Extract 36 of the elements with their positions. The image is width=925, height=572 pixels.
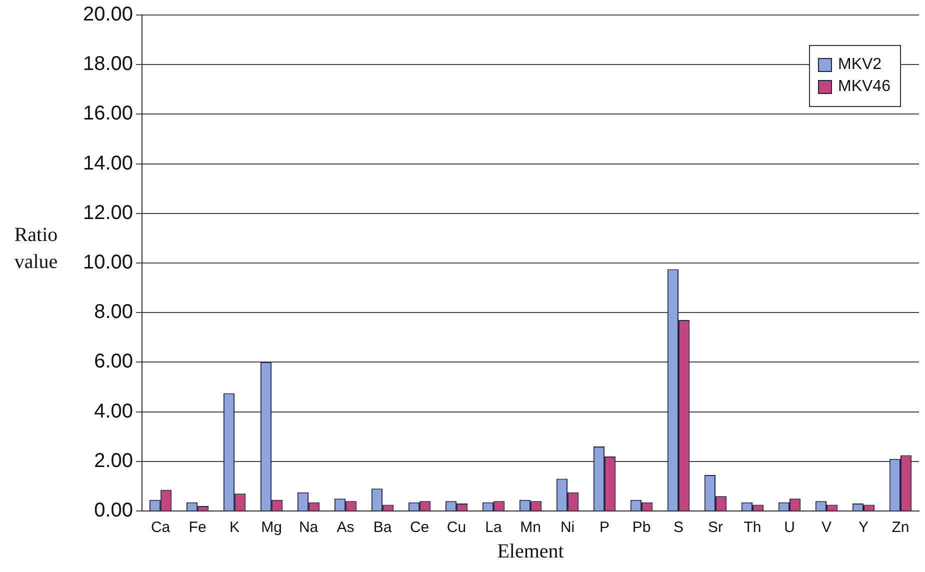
y-tick-label: 14.00 bbox=[82, 152, 134, 174]
x-tick-label: Ca bbox=[150, 519, 171, 536]
x-tick-label: Ni bbox=[560, 519, 575, 536]
y-tick-label: 6.00 bbox=[94, 350, 134, 373]
x-tick-label: La bbox=[485, 519, 503, 536]
x-tick-label: Fe bbox=[188, 519, 206, 536]
y-tick-label: 0.00 bbox=[94, 500, 134, 522]
x-axis-title: Element bbox=[497, 540, 564, 562]
y-tick-label: 20.00 bbox=[82, 4, 134, 26]
x-tick-label: Th bbox=[744, 519, 762, 536]
x-tick-label: S bbox=[674, 519, 684, 536]
x-tick-label: Mg bbox=[261, 519, 282, 536]
y-tick-label: 18.00 bbox=[82, 53, 134, 76]
x-tick-label: U bbox=[784, 519, 795, 536]
x-tick-label: Cu bbox=[446, 519, 466, 536]
y-tick-label: 16.00 bbox=[82, 102, 134, 125]
x-tick-label: Sr bbox=[708, 519, 724, 536]
x-tick-label: Na bbox=[298, 519, 319, 536]
x-tick-label: As bbox=[336, 519, 354, 536]
y-tick-label: 10.00 bbox=[82, 252, 134, 274]
x-tick-label: Ce bbox=[410, 519, 430, 536]
legend-label: MKV2 bbox=[838, 56, 882, 74]
legend-label: MKV46 bbox=[838, 78, 890, 96]
x-tick-label: K bbox=[230, 519, 240, 536]
x-tick-label: Pb bbox=[632, 519, 651, 536]
y-axis-title: Ratio value bbox=[13, 223, 59, 275]
x-tick-label: Mn bbox=[520, 519, 541, 536]
y-tick-label: 8.00 bbox=[94, 301, 134, 324]
x-tick-label: Y bbox=[858, 519, 869, 536]
x-tick-label: Ba bbox=[373, 519, 392, 536]
x-tick-label: Zn bbox=[892, 519, 910, 536]
x-tick-label: P bbox=[600, 519, 610, 536]
x-tick-label: V bbox=[822, 519, 832, 536]
y-tick-label: 2.00 bbox=[94, 450, 134, 472]
y-tick-label: 4.00 bbox=[94, 400, 134, 422]
y-tick-label: 12.00 bbox=[82, 202, 134, 224]
